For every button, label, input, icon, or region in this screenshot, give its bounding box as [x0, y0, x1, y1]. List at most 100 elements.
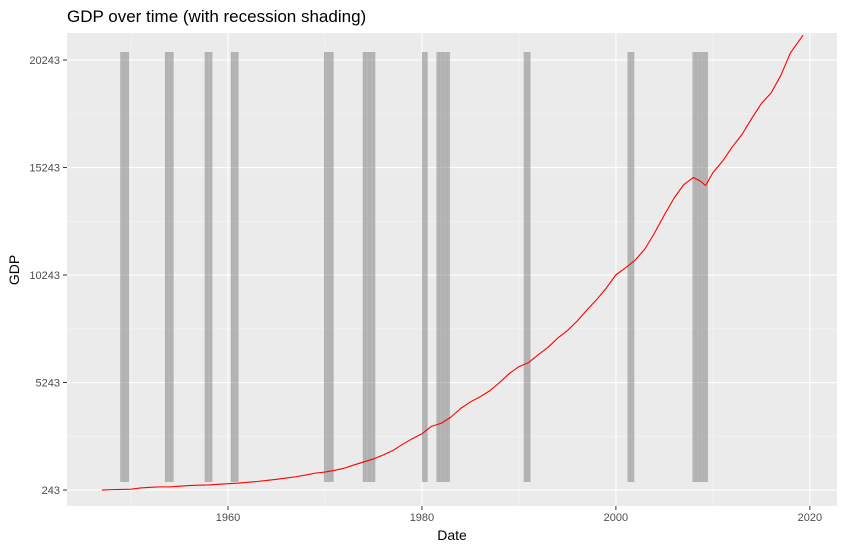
recession-band-strip	[705, 52, 707, 482]
y-axis-title: GDP	[6, 255, 22, 285]
x-axis: 1960 1980 2000 2020	[216, 506, 822, 524]
recession-band-strip	[374, 52, 375, 482]
recession-band-strip	[369, 52, 370, 482]
recession-band-strip	[696, 52, 698, 482]
recession-band-strip	[328, 52, 329, 482]
recession-band-strip	[209, 52, 211, 482]
chart-title: GDP over time (with recession shading)	[67, 7, 366, 26]
recession-band-fill	[323, 52, 334, 482]
recession-band-strip	[628, 52, 630, 482]
recession-band-strip	[164, 52, 166, 482]
recession-band-strip	[701, 52, 703, 482]
recession-band-strip	[424, 52, 426, 482]
recession-band-strip	[323, 52, 325, 482]
recession-band-strip	[171, 52, 172, 482]
minor-grid	[67, 33, 837, 506]
recession-band-strip	[697, 52, 699, 482]
recession-band-strip	[698, 52, 700, 482]
recession-band-strip	[204, 52, 206, 482]
recession-band-strip	[121, 52, 123, 482]
recession-band-fill	[362, 52, 376, 482]
recession-band	[120, 52, 130, 482]
recession-band-strip	[630, 52, 631, 482]
recession-band-fill	[164, 52, 174, 482]
recession-band	[362, 52, 376, 482]
y-tick-label: 15243	[29, 163, 60, 175]
recession-band-strip	[423, 52, 425, 482]
recession-band-strip	[447, 52, 449, 482]
y-axis: 243 5243 10243 15243 20243	[29, 55, 67, 497]
recession-band	[204, 52, 213, 482]
gdp-line	[101, 34, 804, 491]
recession-band-strip	[236, 52, 237, 482]
recession-band-strip	[700, 52, 701, 482]
y-tick-label: 20243	[29, 55, 60, 67]
x-axis-title: Date	[437, 527, 467, 543]
recession-band-strip	[695, 52, 696, 482]
recession-band-strip	[166, 52, 167, 482]
recession-band-strip	[693, 52, 695, 482]
x-tick-label: 2020	[798, 512, 822, 524]
recession-band-strip	[440, 52, 442, 482]
recession-band-strip	[208, 52, 210, 482]
recession-band-strip	[167, 52, 169, 482]
recession-band-strip	[169, 52, 171, 482]
recession-band	[523, 52, 531, 482]
recession-band	[230, 52, 239, 482]
recession-band-strip	[525, 52, 526, 482]
recession-band-strip	[172, 52, 174, 482]
recession-band-fill	[523, 52, 531, 482]
recession-band-strip	[362, 52, 364, 482]
recession-band-fill	[120, 52, 130, 482]
y-tick-label: 5243	[36, 378, 60, 390]
recession-band-strip	[211, 52, 212, 482]
y-tick-label: 10243	[29, 270, 60, 282]
recession-band-strip	[325, 52, 327, 482]
recession-band-strip	[439, 52, 440, 482]
recession-band-strip	[364, 52, 365, 482]
recession-band	[436, 52, 451, 482]
recession-band-fill	[230, 52, 239, 482]
recession-band-strip	[124, 52, 125, 482]
recession-band	[421, 52, 428, 482]
recession-band-strip	[441, 52, 443, 482]
recession-band-strip	[523, 52, 525, 482]
x-tick-label: 1980	[410, 512, 434, 524]
recession-band-strip	[372, 52, 374, 482]
y-tick-label: 243	[42, 485, 60, 497]
recession-band-strip	[365, 52, 366, 482]
recession-bands	[120, 52, 709, 482]
recession-band	[692, 52, 709, 482]
recession-band-strip	[232, 52, 233, 482]
recession-band-strip	[426, 52, 428, 482]
recession-band-strip	[436, 52, 438, 482]
x-tick-label: 2000	[604, 512, 628, 524]
recession-band-strip	[448, 52, 450, 482]
recession-band-strip	[371, 52, 373, 482]
recession-band-fill	[204, 52, 213, 482]
recession-band-strip	[127, 52, 129, 482]
recession-band-strip	[706, 52, 708, 482]
recession-band-strip	[366, 52, 368, 482]
recession-band	[164, 52, 174, 482]
recession-band-strip	[120, 52, 122, 482]
recession-band	[323, 52, 334, 482]
recession-band-fill	[421, 52, 428, 482]
recession-band-strip	[444, 52, 446, 482]
recession-band-strip	[330, 52, 332, 482]
recession-band-strip	[692, 52, 694, 482]
recession-band-strip	[367, 52, 369, 482]
recession-band-strip	[230, 52, 232, 482]
recession-band-strip	[632, 52, 634, 482]
recession-band	[627, 52, 635, 482]
recession-band-strip	[443, 52, 445, 482]
recession-band-fill	[436, 52, 451, 482]
recession-band-fill	[627, 52, 635, 482]
recession-band-strip	[702, 52, 704, 482]
recession-band-strip	[527, 52, 529, 482]
recession-band-strip	[631, 52, 633, 482]
recession-band-fill	[692, 52, 709, 482]
recession-band-strip	[526, 52, 528, 482]
recession-band-strip	[206, 52, 207, 482]
